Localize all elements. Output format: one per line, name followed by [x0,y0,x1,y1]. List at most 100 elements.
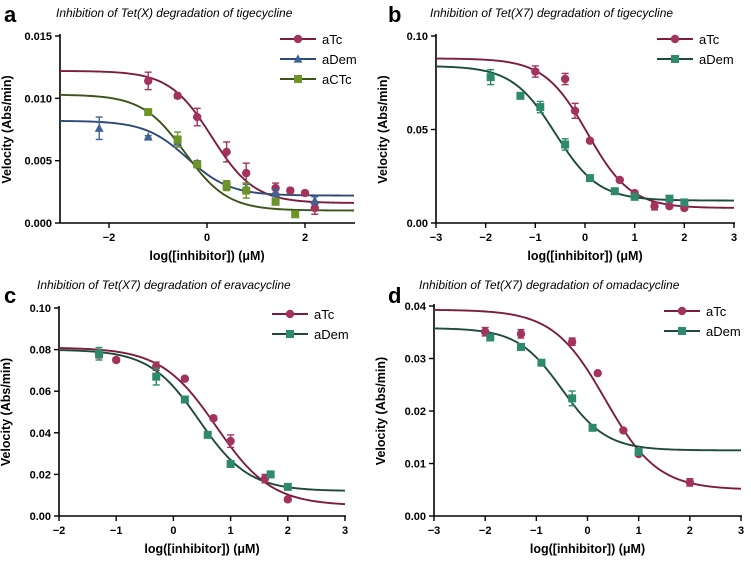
legend-label: aCTc [322,72,352,87]
fit-curve-adem [435,65,735,202]
legend-marker [670,34,680,44]
x-tick-label: 2 [681,232,687,244]
y-tick-label: 0.005 [24,156,52,168]
x-tick-label: 0 [204,232,210,244]
legend-marker [294,75,302,83]
fit-curve-atc [58,347,346,506]
data-point [144,76,153,86]
data-point [665,194,674,203]
data-point [271,188,280,197]
y-tick-label: 0.04 [30,428,52,440]
data-point [585,174,594,183]
data-point [209,414,218,423]
data-point [516,342,525,351]
panel-letter: a [4,2,17,27]
data-point [561,140,570,149]
x-tick-label: 2 [285,525,291,537]
data-point [531,67,540,76]
data-point [226,436,235,446]
x-axis-label: log([inhibitor]) (μM) [530,542,645,556]
data-point [537,358,546,367]
y-tick-label: 0.06 [30,386,51,398]
y-axis-label: Velocity (Abs/min) [374,357,388,465]
data-point [486,333,495,342]
chart-title: Inhibition of Tet(X) degradation of tige… [56,6,293,20]
data-point [222,147,231,157]
y-tick-label: 0.04 [405,301,427,313]
panel-letter: b [388,2,401,27]
fit-curve-atc [433,308,742,490]
data-point [283,495,292,504]
data-point [286,186,295,195]
y-tick-label: 0.00 [407,218,428,230]
series-atc [144,71,319,215]
series-actc [144,108,300,219]
x-axis-label: log([inhibitor]) (μM) [527,249,642,263]
data-point [680,198,689,207]
data-point [310,195,320,205]
data-point [180,395,189,404]
data-point [226,460,235,468]
panel-letter: c [4,283,16,308]
data-point [665,201,674,211]
x-tick-label: −1 [529,232,542,244]
y-tick-label: 0.015 [24,31,52,43]
y-tick-label: 0.000 [24,218,52,230]
legend-marker [293,54,303,63]
series-adem [95,346,292,491]
chart-title: Inhibition of Tet(X7) degradation of tig… [430,6,673,20]
x-tick-label: 1 [228,525,234,537]
y-tick-label: 0.00 [405,511,426,523]
legend-label: aDem [706,324,741,339]
y-tick-label: 0.010 [24,93,52,105]
fit-curve-atc [59,70,355,204]
data-point [271,197,280,206]
data-point [144,108,153,117]
fit-curve-adem [59,120,354,197]
data-point [242,186,251,195]
legend-entry-adem: aDem [657,52,734,67]
data-point [94,123,104,132]
legend-entry-atc: aTc [280,32,343,47]
panel-a: a Inhibition of Tet(X) degradation of tig… [0,2,357,263]
data-point [685,478,695,487]
x-tick-label: 1 [632,232,638,244]
x-tick-label: 3 [731,232,737,244]
x-tick-label: −1 [110,525,123,537]
legend-entry-atc: aTc [272,307,335,322]
data-point [283,482,292,491]
data-point [112,355,121,365]
fit-curve-actc [59,93,354,212]
data-point [588,423,597,432]
x-tick-label: 1 [636,525,642,537]
data-point [310,203,319,213]
data-point [180,374,190,383]
data-point [486,73,495,82]
data-point [242,168,251,178]
legend-label: aDem [314,327,349,342]
data-point [300,188,310,198]
y-tick-label: 0.10 [407,31,428,43]
y-tick-label: 0.02 [405,406,426,418]
data-point [516,91,525,100]
panel-d: d Inhibition of Tet(X7) degradation of om… [374,278,744,556]
x-tick-label: −3 [430,232,443,244]
data-point [193,112,202,122]
legend-marker [677,306,687,316]
x-tick-label: 2 [302,232,308,244]
panel-b: b Inhibition of Tet(X7) degradation of ti… [376,2,737,263]
data-point [173,91,182,101]
y-tick-label: 0.02 [30,469,51,481]
data-point [291,210,300,219]
y-tick-label: 0.10 [30,303,51,315]
series-atc [94,348,292,504]
data-point [568,394,577,403]
data-point [222,181,231,190]
fit-curve-atc [435,57,735,209]
data-point [630,192,639,201]
series-adem [486,68,689,207]
legend-label: aTc [699,32,720,47]
legend-entry-adem: aDem [664,324,741,339]
data-point [95,349,104,358]
